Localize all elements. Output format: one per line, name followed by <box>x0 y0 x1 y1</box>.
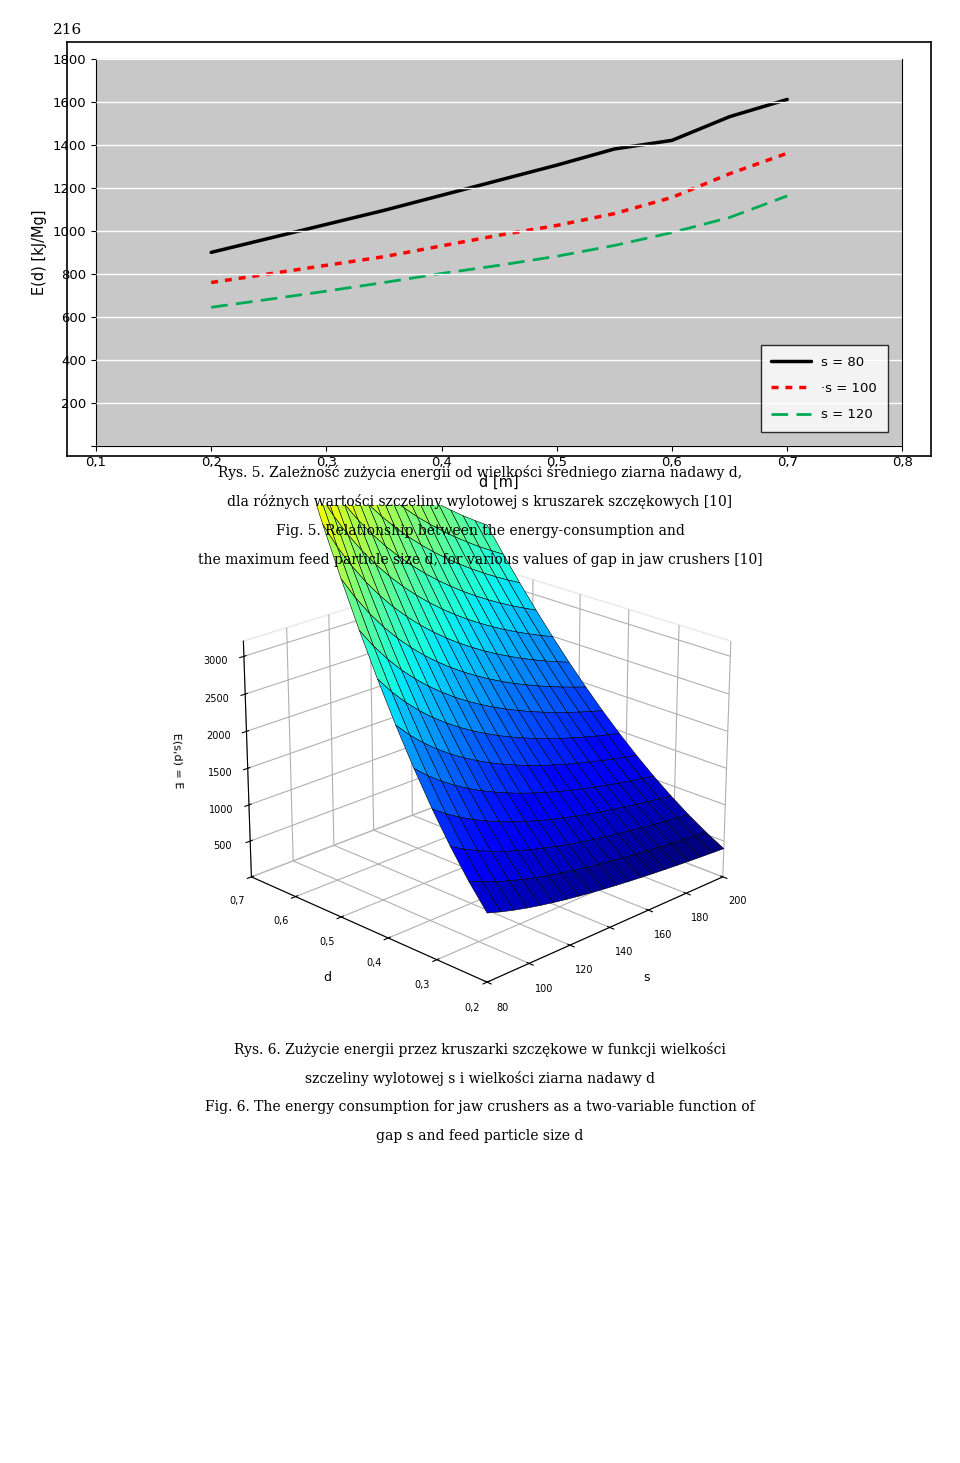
Text: Fig. 5. Relationship between the energy-consumption and: Fig. 5. Relationship between the energy-… <box>276 524 684 538</box>
s = 80 <box>666 132 678 149</box>
·s = 100 <box>263 265 275 282</box>
·s = 100 <box>321 256 332 274</box>
s = 120 <box>493 256 505 274</box>
Text: the maximum feed particle size d, for various values of gap in jaw crushers [10]: the maximum feed particle size d, for va… <box>198 553 762 568</box>
·s = 100 <box>378 247 390 265</box>
s = 80 <box>436 186 447 203</box>
Text: szczeliny wylotowej s i wielkości ziarna nadawy d: szczeliny wylotowej s i wielkości ziarna… <box>305 1071 655 1086</box>
Legend: s = 80, ·s = 100, s = 120: s = 80, ·s = 100, s = 120 <box>760 345 888 432</box>
s = 80 <box>378 202 390 219</box>
Y-axis label: E(d) [kJ/Mg]: E(d) [kJ/Mg] <box>32 209 47 296</box>
s = 80 <box>263 230 275 247</box>
·s = 100 <box>666 189 678 206</box>
s = 80 <box>781 91 793 108</box>
Line: s = 80: s = 80 <box>211 99 787 252</box>
Line: s = 120: s = 120 <box>211 196 787 307</box>
s = 80 <box>609 140 620 158</box>
s = 120 <box>263 291 275 309</box>
s = 80 <box>551 157 563 174</box>
·s = 100 <box>551 217 563 234</box>
Text: dla różnych wartości szczeliny wylotowej s kruszarek szczękowych [10]: dla różnych wartości szczeliny wylotowej… <box>228 494 732 509</box>
Text: 216: 216 <box>53 23 82 38</box>
s = 80 <box>724 108 735 126</box>
s = 120 <box>321 282 332 300</box>
Y-axis label: d: d <box>324 971 331 985</box>
s = 120 <box>781 187 793 205</box>
·s = 100 <box>781 145 793 162</box>
X-axis label: s: s <box>643 971 650 985</box>
·s = 100 <box>205 274 217 291</box>
·s = 100 <box>493 227 505 244</box>
Text: gap s and feed particle size d: gap s and feed particle size d <box>376 1129 584 1144</box>
Text: Rys. 6. Zużycie energii przez kruszarki szczękowe w funkcji wielkości: Rys. 6. Zużycie energii przez kruszarki … <box>234 1042 726 1056</box>
s = 120 <box>378 274 390 291</box>
s = 120 <box>436 265 447 282</box>
s = 120 <box>609 237 620 255</box>
s = 80 <box>493 171 505 189</box>
s = 80 <box>321 215 332 233</box>
s = 80 <box>205 243 217 260</box>
Line: ·s = 100: ·s = 100 <box>211 154 787 282</box>
s = 120 <box>666 224 678 241</box>
·s = 100 <box>609 205 620 222</box>
·s = 100 <box>436 237 447 255</box>
Text: Fig. 6. The energy consumption for jaw crushers as a two-variable function of: Fig. 6. The energy consumption for jaw c… <box>205 1100 755 1115</box>
s = 120 <box>724 209 735 227</box>
·s = 100 <box>724 165 735 183</box>
X-axis label: d [m]: d [m] <box>479 474 519 490</box>
s = 120 <box>205 298 217 316</box>
Text: Rys. 5. Zależność zużycia energii od wielkości średniego ziarna nadawy d,: Rys. 5. Zależność zużycia energii od wie… <box>218 465 742 480</box>
s = 120 <box>551 247 563 265</box>
